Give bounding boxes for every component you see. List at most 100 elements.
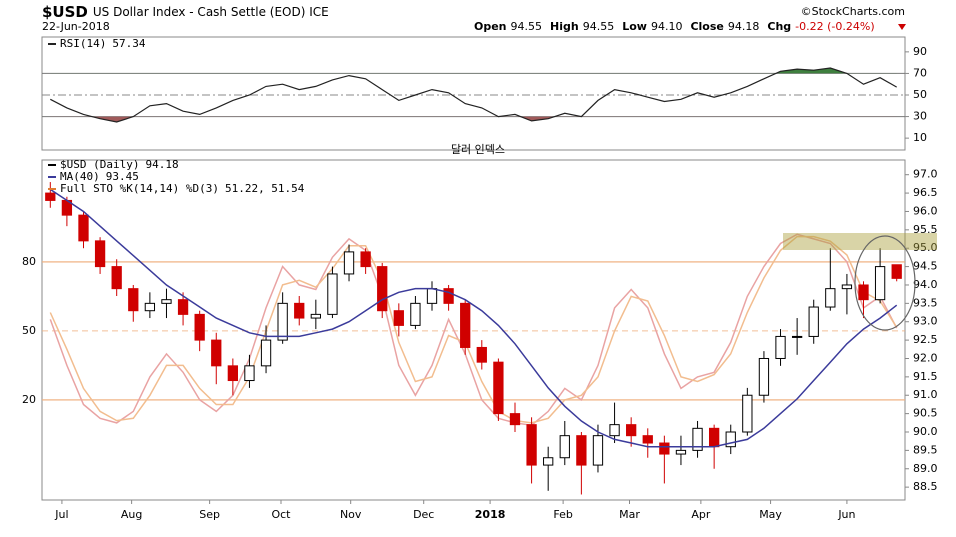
candle-body <box>692 427 703 451</box>
candle-body <box>360 251 371 268</box>
y-tick-label: 94.5 <box>913 260 938 273</box>
source: ©StockCharts.com <box>801 5 905 18</box>
candle-body <box>443 288 454 304</box>
legend-name: MA(40) <box>60 170 100 183</box>
y2-tick-label: 50 <box>22 324 36 337</box>
sto-line <box>49 235 898 424</box>
candle-body <box>393 310 404 326</box>
candle-body <box>144 302 156 312</box>
quote-label: Chg <box>767 20 791 33</box>
candle-body <box>891 264 902 279</box>
y-tick-label: 93.0 <box>913 315 938 328</box>
annotation: 달러 인덱스 <box>451 143 505 156</box>
candle-body <box>460 302 471 348</box>
chart-header: $USD US Dollar Index - Cash Settle (EOD) … <box>42 3 329 21</box>
candle-body <box>592 435 604 466</box>
quote-value: 94.10 <box>651 20 683 33</box>
candle-body <box>841 284 853 290</box>
x-tick-label: Nov <box>340 508 362 521</box>
candle-body <box>260 339 272 367</box>
candle-body <box>742 394 753 433</box>
candle-body <box>111 266 122 290</box>
legend-entry: RSI(14) 57.34 <box>60 37 146 50</box>
quote-label: Close <box>690 20 723 33</box>
quote-value: 94.55 <box>511 20 543 33</box>
y-tick-label: 92.5 <box>913 333 938 346</box>
candle-body <box>227 365 239 382</box>
y-tick-label: 95.0 <box>913 241 938 254</box>
candle-body <box>377 266 388 312</box>
quote-label: Open <box>474 20 507 33</box>
legend-entry: $USD (Daily) 94.18 <box>60 158 179 171</box>
candle-body <box>874 266 886 301</box>
y-tick-label: 90.5 <box>913 407 938 420</box>
x-tick-label: Sep <box>199 508 220 521</box>
description: US Dollar Index - Cash Settle (EOD) ICE <box>93 5 329 19</box>
candle-body <box>659 442 670 455</box>
legend-entry: Full STO %K(14,14) %D(3) 51.22, 51.54 <box>60 182 305 195</box>
candle-body <box>791 335 803 338</box>
legend-value: 57.34 <box>112 37 145 50</box>
x-tick-label: Oct <box>271 508 291 521</box>
candle-body <box>725 431 736 448</box>
y2-tick-label: 20 <box>22 393 36 406</box>
y-tick-label: 92.0 <box>913 351 938 364</box>
candle-body <box>327 273 338 315</box>
candle-body <box>128 288 139 312</box>
candle-body <box>675 449 687 455</box>
y-tick-label: 30 <box>913 110 927 123</box>
overbought-fill <box>50 68 897 74</box>
down-arrow <box>898 24 906 30</box>
price-panel <box>41 159 906 501</box>
x-tick-label: Dec <box>413 508 434 521</box>
candle-body <box>775 335 786 359</box>
y-tick-label: 97.0 <box>913 168 938 181</box>
candle-body <box>310 313 321 319</box>
candle-body <box>78 214 89 242</box>
candle-body <box>642 435 653 444</box>
sto-line <box>49 233 898 426</box>
x-tick-label: Jun <box>837 508 855 521</box>
candle-body <box>858 284 869 301</box>
y-tick-label: 50 <box>913 88 927 101</box>
y-tick-label: 89.5 <box>913 443 938 456</box>
legend-value: 94.18 <box>145 158 178 171</box>
candle-body <box>509 413 521 426</box>
x-tick-label: Apr <box>691 508 711 521</box>
highlight-circle <box>854 235 916 331</box>
candle-body <box>45 192 56 201</box>
legend-value: 93.45 <box>106 170 139 183</box>
quote-label: High <box>550 20 579 33</box>
layers: 90 70 50 30 10 RSI(14) 57.34 80 50 20 97.0 96.5 96.0… <box>22 37 938 521</box>
date: 22-Jun-2018 <box>42 20 110 33</box>
candle-body <box>194 313 205 341</box>
quote-value: -0.22 (-0.24%) <box>795 20 874 33</box>
candle-body <box>244 365 255 382</box>
candle-body <box>708 427 720 448</box>
x-tick-label: Mar <box>619 508 640 521</box>
y-tick-label: 88.5 <box>913 480 938 493</box>
y-tick-label: 91.0 <box>913 388 938 401</box>
y-tick-label: 90.0 <box>913 425 938 438</box>
y-tick-label: 10 <box>913 131 927 144</box>
y-tick-label: 96.5 <box>913 186 938 199</box>
rsi-panel <box>41 36 906 151</box>
x-tick-label: Aug <box>121 508 142 521</box>
candle-body <box>559 435 570 459</box>
x-tick-label: Feb <box>553 508 572 521</box>
candle-body <box>493 361 504 415</box>
ma-line <box>49 188 898 448</box>
y-tick-label: 93.5 <box>913 296 938 309</box>
y2-tick-label: 80 <box>22 255 36 268</box>
candle-body <box>161 299 172 304</box>
y-tick-label: 95.5 <box>913 223 938 236</box>
candle-body <box>294 302 305 319</box>
y-tick-label: 94.0 <box>913 278 938 291</box>
symbol: $USD <box>42 3 88 21</box>
legend-name: Full STO %K(14,14) %D(3) <box>60 182 219 195</box>
candle-body <box>576 435 587 466</box>
quote: Open 94.55 High 94.55 Low 94.10 Close 94.18 Chg -… <box>474 20 875 33</box>
y-tick-label: 70 <box>913 66 927 79</box>
